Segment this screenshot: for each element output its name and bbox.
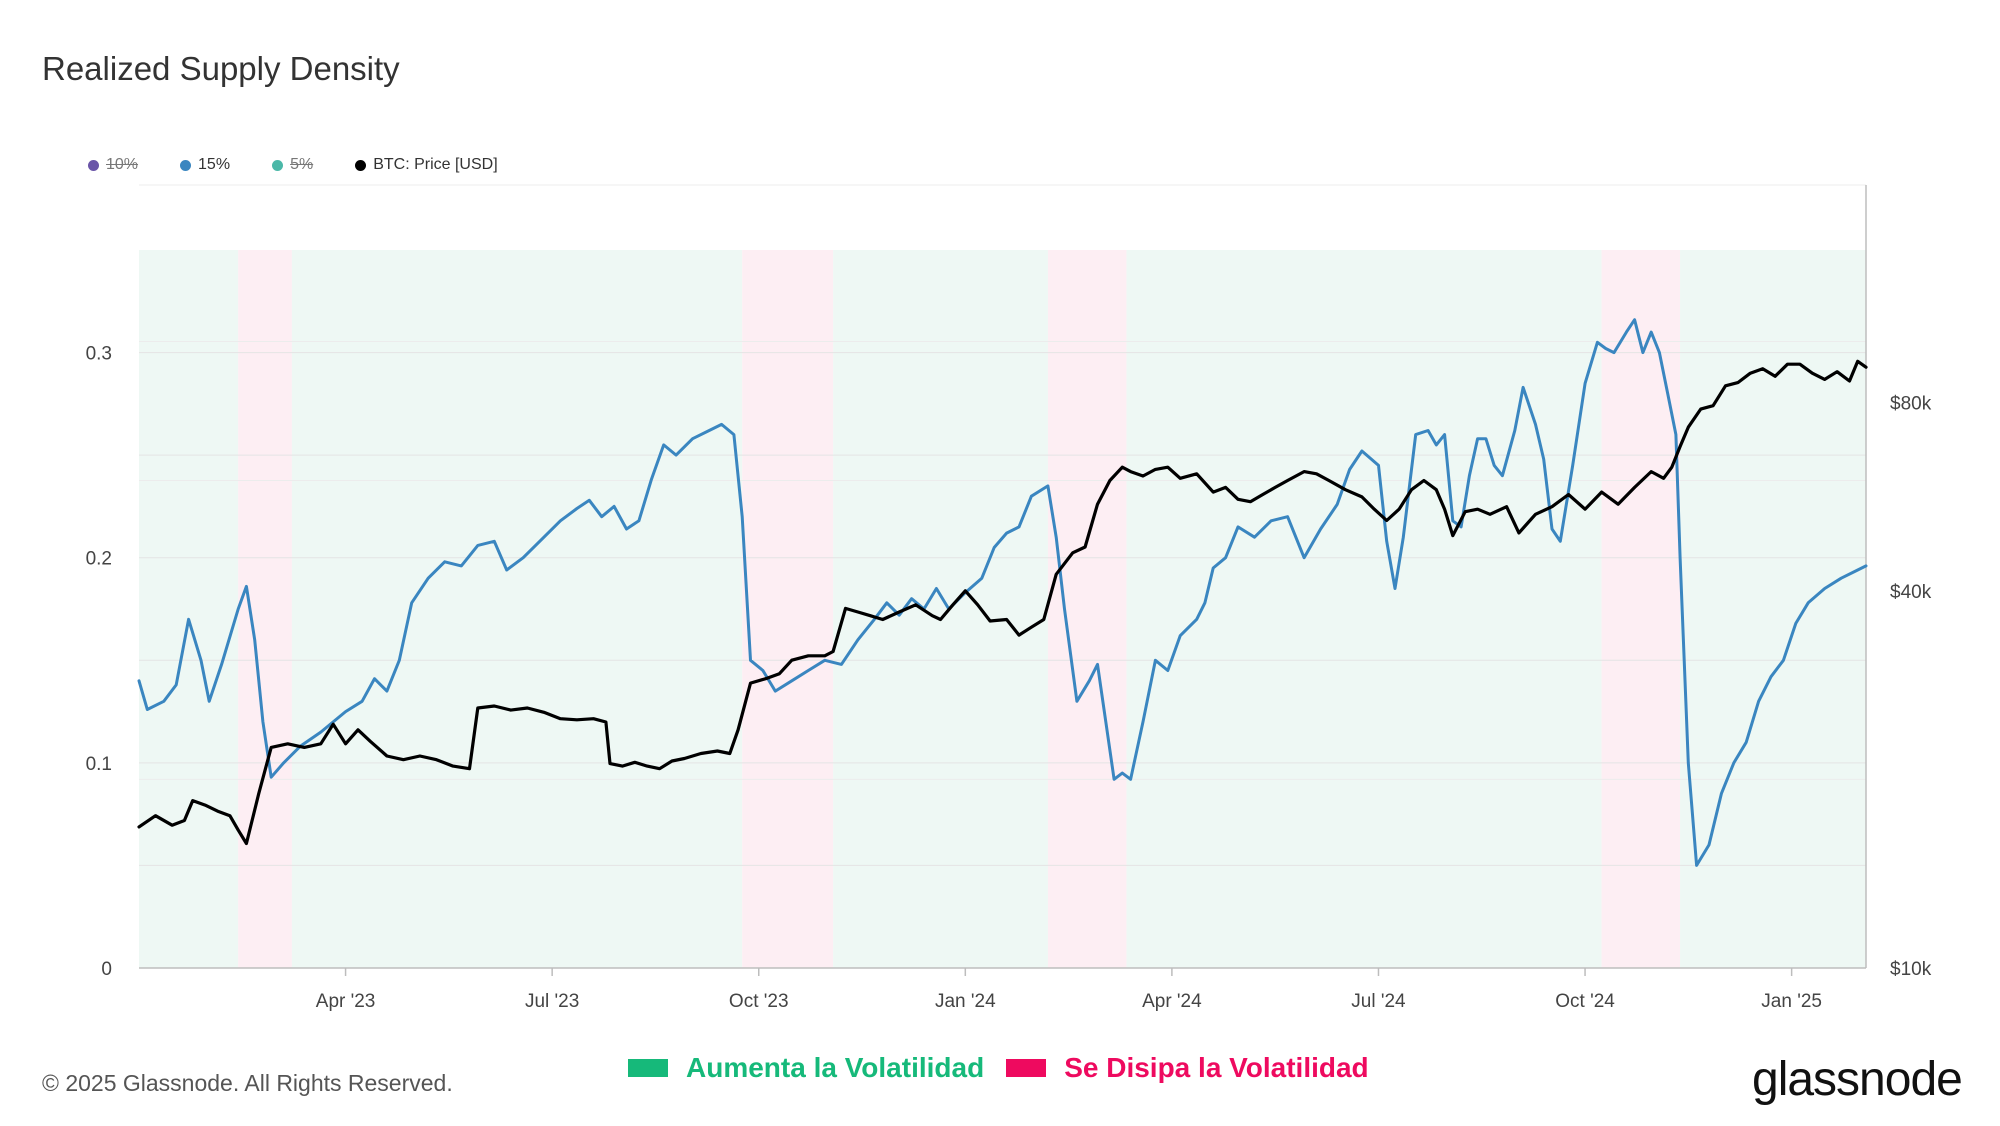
- chart-title: Realized Supply Density: [42, 50, 400, 87]
- legend-item-5pct[interactable]: 5%: [272, 156, 313, 174]
- y-right-tick-label: $40k: [1890, 582, 1932, 603]
- volatility-dissipate-swatch: [1006, 1059, 1047, 1077]
- y-axis-left-ticks: 0 0.1 0.2 0.3: [86, 344, 112, 980]
- x-tick-label: Apr '24: [1142, 991, 1202, 1012]
- regime-band-dissipate: [238, 250, 292, 968]
- y-right-tick-label: $10k: [1890, 959, 1932, 980]
- legend-dot-10pct: [88, 159, 99, 171]
- volatility-dissipate-label: Se Disipa la Volatilidad: [1064, 1052, 1369, 1083]
- x-tick-label: Jan '25: [1761, 991, 1822, 1012]
- x-tick-label: Jan '24: [935, 991, 996, 1012]
- legend-label-15pct: 15%: [198, 156, 231, 173]
- y-right-tick-label: $80k: [1890, 393, 1932, 414]
- chart-legend: 10% 15% 5% BTC: Price [USD]: [88, 156, 540, 174]
- legend-dot-btc-price: [355, 159, 367, 171]
- x-axis-ticks: Apr '23 Jul '23 Oct '23 Jan '24 Apr '24 Jul '…: [316, 968, 1822, 1012]
- x-tick-label: Jul '23: [525, 991, 579, 1012]
- legend-label-btc-price: BTC: Price [USD]: [373, 156, 498, 173]
- regime-band-increase: [291, 250, 743, 968]
- regime-band-increase: [833, 250, 1048, 968]
- x-tick-label: Apr '23: [316, 991, 376, 1012]
- legend-dot-15pct: [180, 159, 192, 171]
- x-tick-label: Oct '23: [729, 991, 789, 1012]
- axes: [139, 185, 1867, 969]
- legend-label-10pct: 10%: [106, 156, 139, 173]
- regime-band-increase: [139, 250, 239, 968]
- volatility-dissipate-entry: Se Disipa la Volatilidad: [1006, 1052, 1369, 1084]
- regime-band-increase: [1680, 250, 1866, 968]
- series-lines: [137, 318, 1868, 867]
- y-left-tick-label: 0.1: [86, 754, 112, 775]
- regime-band-dissipate: [742, 250, 834, 968]
- regime-band-increase: [1126, 250, 1602, 968]
- volatility-legend: Aumenta la Volatilidad Se Disipa la Vola…: [628, 1052, 1391, 1084]
- y-left-tick-label: 0: [101, 959, 112, 980]
- series-line-15pct: [137, 318, 1868, 867]
- gridlines: [139, 184, 1866, 866]
- x-tick-label: Oct '24: [1555, 991, 1615, 1012]
- regime-band-dissipate: [1047, 250, 1127, 968]
- regime-bands: [139, 250, 1866, 968]
- legend-item-15pct[interactable]: 15%: [180, 156, 230, 174]
- legend-dot-5pct: [272, 159, 284, 171]
- volatility-increase-label: Aumenta la Volatilidad: [686, 1052, 985, 1083]
- legend-label-5pct: 5%: [290, 156, 314, 173]
- regime-band-dissipate: [1601, 250, 1681, 968]
- volatility-increase-entry: Aumenta la Volatilidad: [628, 1052, 984, 1084]
- glassnode-logo: glassnode: [1752, 1053, 1963, 1106]
- copyright-footer: © 2025 Glassnode. All Rights Reserved.: [42, 1070, 453, 1096]
- legend-item-10pct[interactable]: 10%: [88, 156, 138, 174]
- y-left-tick-label: 0.3: [86, 344, 112, 365]
- legend-item-btc-price[interactable]: BTC: Price [USD]: [355, 156, 498, 174]
- y-left-tick-label: 0.2: [86, 549, 112, 570]
- y-axis-right-ticks: $10k $40k $80k: [1890, 393, 1932, 980]
- x-tick-label: Jul '24: [1351, 991, 1406, 1012]
- series-line-btc-price: [137, 359, 1868, 846]
- volatility-increase-swatch: [628, 1059, 668, 1077]
